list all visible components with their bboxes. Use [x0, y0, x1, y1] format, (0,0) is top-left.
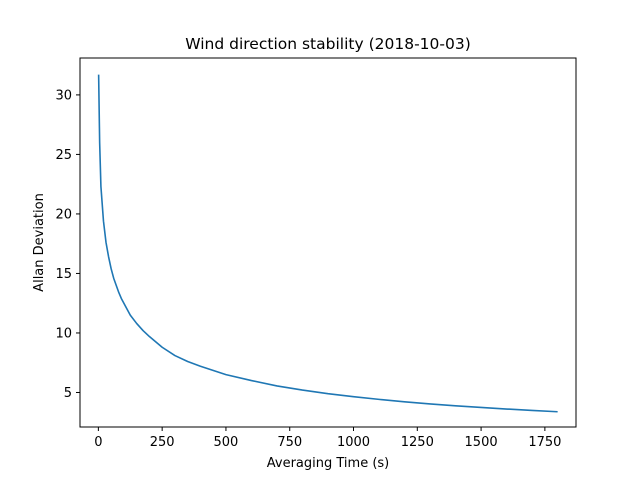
x-tick-label: 1500: [465, 435, 498, 450]
chart-title: Wind direction stability (2018-10-03): [185, 35, 471, 53]
x-tick-label: 500: [214, 435, 239, 450]
x-tick-label: 250: [150, 435, 175, 450]
y-tick-label: 25: [55, 148, 72, 163]
x-tick-label: 750: [277, 435, 302, 450]
y-tick-label: 10: [55, 326, 72, 341]
axis-ticks: 0 250 500 750 1000 1250 1500 1750 5 10 15 20 25 30: [55, 88, 561, 450]
y-tick-label: 15: [55, 267, 72, 282]
y-tick-label: 30: [55, 88, 72, 103]
y-tick-label: 20: [55, 207, 72, 222]
y-axis-label: Allan Deviation: [32, 193, 47, 292]
x-tick-label: 1250: [401, 435, 434, 450]
plot-frame: [79, 57, 577, 428]
y-tick-label: 5: [64, 386, 72, 401]
x-tick-label: 1750: [528, 435, 561, 450]
plot-area: [97, 74, 558, 413]
x-axis-label: Averaging Time (s): [267, 456, 389, 471]
x-tick-label: 0: [94, 435, 102, 450]
x-tick-label: 1000: [337, 435, 370, 450]
series-line-0: [97, 74, 558, 413]
